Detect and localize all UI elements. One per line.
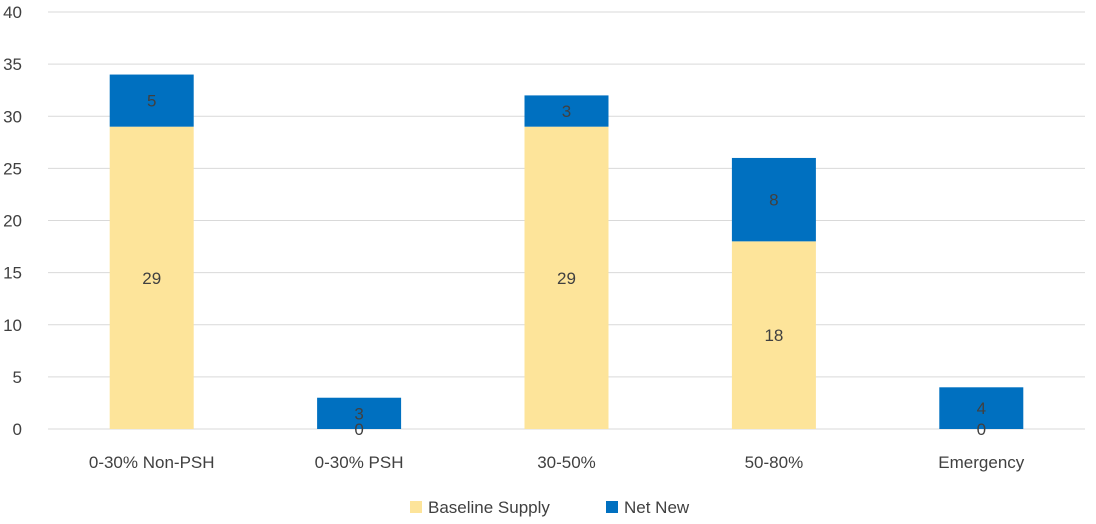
bar-net-new [317,397,402,429]
bars [109,74,1024,430]
y-tick-label: 5 [13,368,22,387]
x-tick-label: 0-30% PSH [315,453,404,472]
x-tick-label: 0-30% Non-PSH [89,453,215,472]
x-tick-label: 50-80% [745,453,804,472]
data-label: 3 [354,404,363,423]
bar-baseline-supply [731,241,816,429]
y-tick-label: 40 [3,3,22,22]
bar-net-new [524,95,609,127]
data-label: 3 [562,102,571,121]
data-label: 5 [147,92,156,111]
bar-baseline-supply [524,126,609,430]
legend-label: Net New [624,498,690,517]
y-tick-label: 20 [3,212,22,231]
y-tick-label: 30 [3,107,22,126]
data-label: 4 [977,399,986,418]
legend-swatch [606,501,618,513]
data-label: 0 [977,420,986,439]
y-tick-label: 35 [3,55,22,74]
x-tick-label: 30-50% [537,453,596,472]
data-label: 8 [769,191,778,210]
data-label: 29 [142,269,161,288]
legend-swatch [410,501,422,513]
y-tick-label: 10 [3,316,22,335]
bar-baseline-supply [109,126,194,430]
y-tick-label: 15 [3,264,22,283]
data-label: 0 [354,420,363,439]
x-tick-label: Emergency [938,453,1024,472]
x-axis-tick-labels: 0-30% Non-PSH 0-30% PSH 30-50% 50-80% Emerge… [89,453,1025,472]
y-tick-label: 0 [13,420,22,439]
bar-net-new [939,387,1024,429]
y-axis-tick-labels: 0 5 10 15 20 25 30 35 40 [3,3,22,439]
legend-label: Baseline Supply [428,498,550,517]
data-label: 18 [764,326,783,345]
bar-net-new [109,74,194,127]
y-tick-label: 25 [3,159,22,178]
bar-net-new [731,157,816,242]
legend: Baseline Supply Net New [410,498,690,517]
data-label: 29 [557,269,576,288]
